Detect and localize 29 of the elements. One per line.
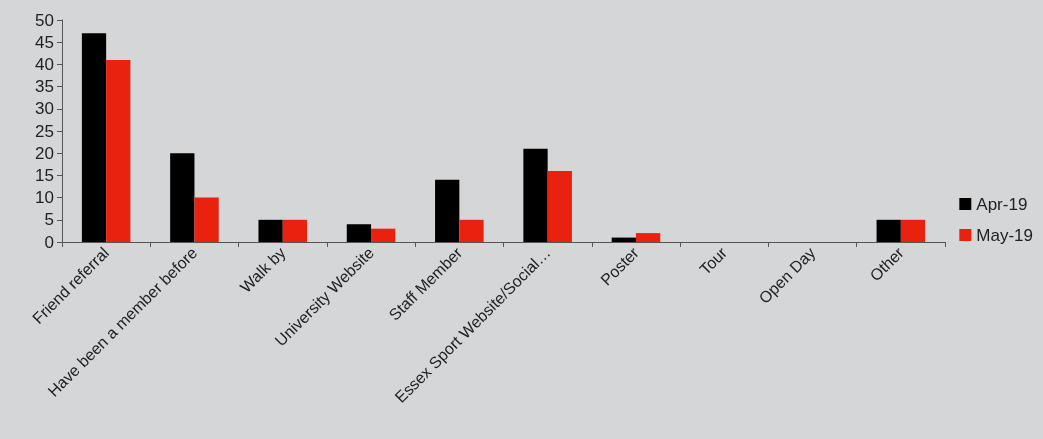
bar [194, 197, 219, 242]
bar [81, 33, 107, 242]
legend-label: May-19 [976, 225, 1033, 245]
y-tick-label: 45 [35, 32, 54, 52]
bar [523, 148, 548, 242]
y-tick-label: 20 [35, 143, 54, 163]
y-tick-label: 0 [44, 232, 54, 252]
x-tick-label: Tour [696, 243, 731, 279]
bar [547, 170, 572, 242]
y-tick-label: 40 [35, 54, 54, 74]
bar [435, 179, 460, 242]
bar [459, 219, 484, 242]
bar [876, 219, 901, 242]
y-tick-label: 25 [35, 121, 54, 141]
y-tick-label: 30 [35, 99, 54, 119]
bar [258, 219, 283, 242]
y-tick-label: 5 [44, 210, 54, 230]
legend-label: Apr-19 [976, 194, 1028, 214]
y-tick-label: 50 [35, 10, 54, 30]
y-tick-label: 15 [35, 165, 54, 185]
bar [371, 228, 396, 242]
bar [106, 59, 131, 242]
bar [346, 224, 372, 242]
y-tick-label: 10 [35, 188, 54, 208]
bar [635, 233, 661, 242]
bar [282, 219, 308, 242]
bar [900, 219, 926, 242]
y-tick-label: 35 [35, 77, 54, 97]
bar [170, 153, 195, 242]
